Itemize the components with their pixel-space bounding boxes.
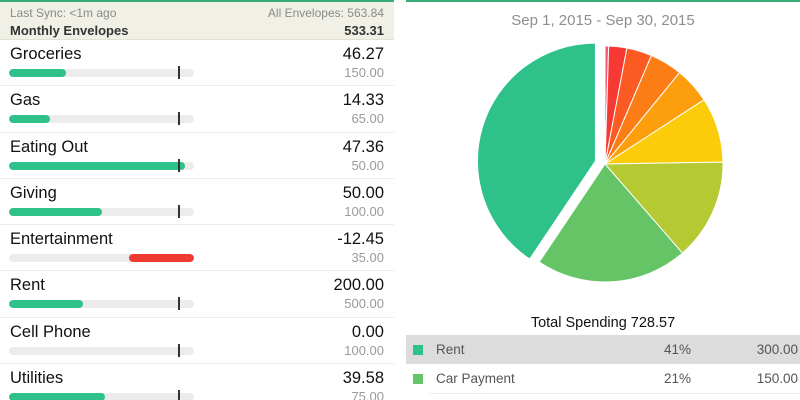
- row-divider: [18, 177, 394, 179]
- row-divider: [18, 131, 394, 133]
- date-range: Sep 1, 2015 - Sep 30, 2015: [511, 12, 695, 29]
- envelope-row[interactable]: Rent 200.00 500.00: [0, 271, 394, 318]
- row-divider: [18, 85, 394, 87]
- group-total: 533.31: [344, 23, 384, 38]
- color-swatch-icon: [413, 344, 423, 355]
- envelope-amount: -12.45: [337, 230, 384, 249]
- legend-percent: 21%: [664, 371, 692, 386]
- today-marker: [178, 343, 180, 357]
- envelope-progress-bar: [9, 346, 194, 355]
- group-title: Monthly Envelopes: [10, 23, 129, 38]
- envelope-budget: 100.00: [344, 342, 384, 358]
- legend-row[interactable]: Rent 41% 300.00: [406, 335, 800, 364]
- envelope-progress-bar: [9, 161, 194, 170]
- envelope-name: Eating Out: [10, 137, 88, 156]
- row-divider: [18, 316, 394, 318]
- envelope-progress-bar: [9, 115, 194, 124]
- pie-slice-car-payment[interactable]: [538, 163, 684, 283]
- legend-amount: 300.00: [756, 342, 798, 357]
- envelope-row[interactable]: Gas 14.33 65.00: [0, 86, 394, 133]
- envelope-progress-bar: [9, 393, 194, 400]
- envelope-amount: 0.00: [351, 322, 384, 341]
- progress-fill: [9, 161, 185, 170]
- envelope-budget: 100.00: [344, 203, 384, 219]
- envelope-name: Entertainment: [10, 230, 113, 249]
- progress-fill: [129, 254, 194, 263]
- progress-fill: [9, 69, 67, 77]
- row-divider: [18, 224, 394, 226]
- envelope-row[interactable]: Eating Out 47.36 50.00: [0, 133, 394, 179]
- today-marker: [178, 390, 180, 400]
- progress-fill: [9, 207, 102, 216]
- envelope-row[interactable]: Utilities 39.58 75.00: [0, 364, 394, 400]
- pie-slice-slice-3[interactable]: [603, 161, 724, 254]
- progress-fill: [9, 300, 83, 309]
- envelope-name: Rent: [10, 276, 45, 295]
- legend-name: Car Payment: [436, 371, 515, 386]
- envelope-progress-bar: [9, 69, 194, 77]
- spending-pie-chart[interactable]: [466, 36, 746, 296]
- envelope-budget: 75.00: [351, 389, 384, 400]
- row-divider: [18, 363, 394, 365]
- envelope-progress-bar: [9, 254, 194, 263]
- envelope-amount: 200.00: [333, 276, 384, 295]
- legend-name: Rent: [436, 342, 465, 357]
- row-divider: [18, 270, 394, 272]
- envelope-name: Groceries: [10, 45, 82, 63]
- envelope-budget: 150.00: [344, 65, 384, 80]
- all-envelopes-total: All Envelopes: 563.84: [267, 6, 384, 20]
- envelope-progress-bar: [9, 300, 194, 309]
- progress-fill: [9, 393, 106, 400]
- spending-panel: Sep 1, 2015 - Sep 30, 2015 Total Spendin…: [406, 0, 800, 400]
- envelopes-header: Last Sync: <1m ago All Envelopes: 563.84…: [0, 2, 394, 40]
- today-marker: [178, 66, 180, 79]
- today-marker: [178, 158, 180, 172]
- envelope-budget: 50.00: [351, 157, 384, 173]
- legend-amount: 150.00: [756, 371, 798, 386]
- envelope-name: Utilities: [10, 369, 64, 388]
- today-marker: [178, 297, 180, 311]
- envelope-row[interactable]: Cell Phone 0.00 100.00: [0, 318, 394, 365]
- envelope-name: Cell Phone: [10, 322, 91, 341]
- envelope-amount: 47.36: [342, 137, 384, 156]
- envelopes-panel: Last Sync: <1m ago All Envelopes: 563.84…: [0, 0, 394, 400]
- envelope-budget: 65.00: [351, 111, 384, 127]
- panel-divider: [394, 0, 406, 400]
- envelope-list: Groceries 46.27 150.00 Gas 14.33 65.00 Eating …: [0, 40, 394, 400]
- envelope-budget: 500.00: [344, 296, 384, 312]
- legend-percent: 41%: [664, 342, 692, 357]
- envelope-amount: 39.58: [342, 369, 384, 388]
- envelope-name: Giving: [10, 183, 57, 202]
- today-marker: [178, 112, 180, 126]
- envelope-budget: 35.00: [351, 250, 384, 266]
- last-sync-label: Last Sync: <1m ago: [10, 6, 117, 20]
- envelope-amount: 50.00: [342, 183, 384, 202]
- envelope-row[interactable]: Giving 50.00 100.00: [0, 179, 394, 226]
- color-swatch-icon: [413, 373, 423, 384]
- today-marker: [178, 204, 180, 218]
- envelope-name: Gas: [10, 91, 41, 110]
- envelope-amount: 46.27: [342, 45, 384, 63]
- legend-row[interactable]: Car Payment 21% 150.00: [406, 364, 800, 393]
- pie-slice-rent[interactable]: [476, 42, 596, 260]
- legend-divider: [430, 393, 800, 394]
- envelope-progress-bar: [9, 207, 194, 216]
- envelope-row[interactable]: Entertainment -12.45 35.00: [0, 225, 394, 272]
- envelope-row[interactable]: Groceries 46.27 150.00: [0, 40, 394, 87]
- total-spending: Total Spending 728.57: [530, 315, 676, 331]
- envelope-amount: 14.33: [342, 91, 384, 110]
- progress-fill: [9, 115, 50, 124]
